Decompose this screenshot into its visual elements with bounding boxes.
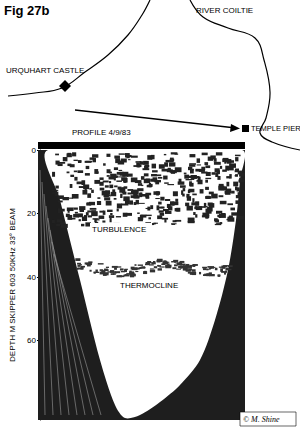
- svg-text:TEMPLE PIER: TEMPLE PIER: [251, 124, 300, 133]
- svg-text:© M. Shine: © M. Shine: [243, 415, 280, 424]
- svg-text:20: 20: [27, 209, 36, 218]
- svg-text:60: 60: [27, 336, 36, 345]
- svg-text:DEPTH M SKIPPER 603 50KHz 33°: DEPTH M SKIPPER 603 50KHz 33° BEAM: [8, 208, 17, 362]
- svg-text:TURBULENCE: TURBULENCE: [92, 225, 146, 234]
- svg-text:URQUHART CASTLE: URQUHART CASTLE: [6, 66, 84, 75]
- svg-text:40: 40: [27, 273, 36, 282]
- svg-text:THERMOCLINE: THERMOCLINE: [120, 281, 178, 290]
- svg-text:Fig 27b: Fig 27b: [4, 3, 50, 18]
- svg-text:0: 0: [32, 146, 37, 155]
- svg-text:RIVER COILTIE: RIVER COILTIE: [196, 6, 253, 15]
- svg-text:PROFILE 4/9/83: PROFILE 4/9/83: [72, 128, 131, 137]
